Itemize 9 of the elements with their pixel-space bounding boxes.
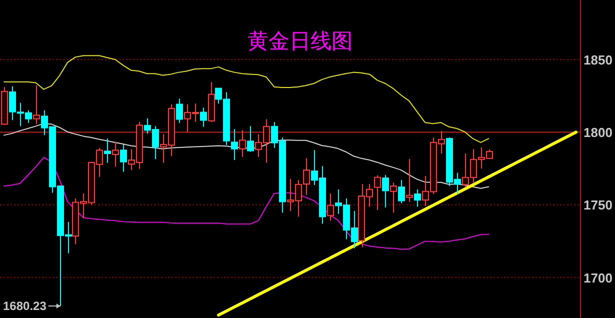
line-series <box>216 130 578 317</box>
y-tick-label: 1700 <box>584 270 612 286</box>
y-tick-label: 1750 <box>584 198 612 213</box>
line-series <box>3 55 490 143</box>
y-tick-label: 1850 <box>584 52 612 68</box>
line-series <box>3 156 490 250</box>
text: 黄金日线图 <box>248 30 352 53</box>
y-tick-label: 1800 <box>584 125 612 140</box>
annotation: 1680.23 <box>3 299 47 313</box>
